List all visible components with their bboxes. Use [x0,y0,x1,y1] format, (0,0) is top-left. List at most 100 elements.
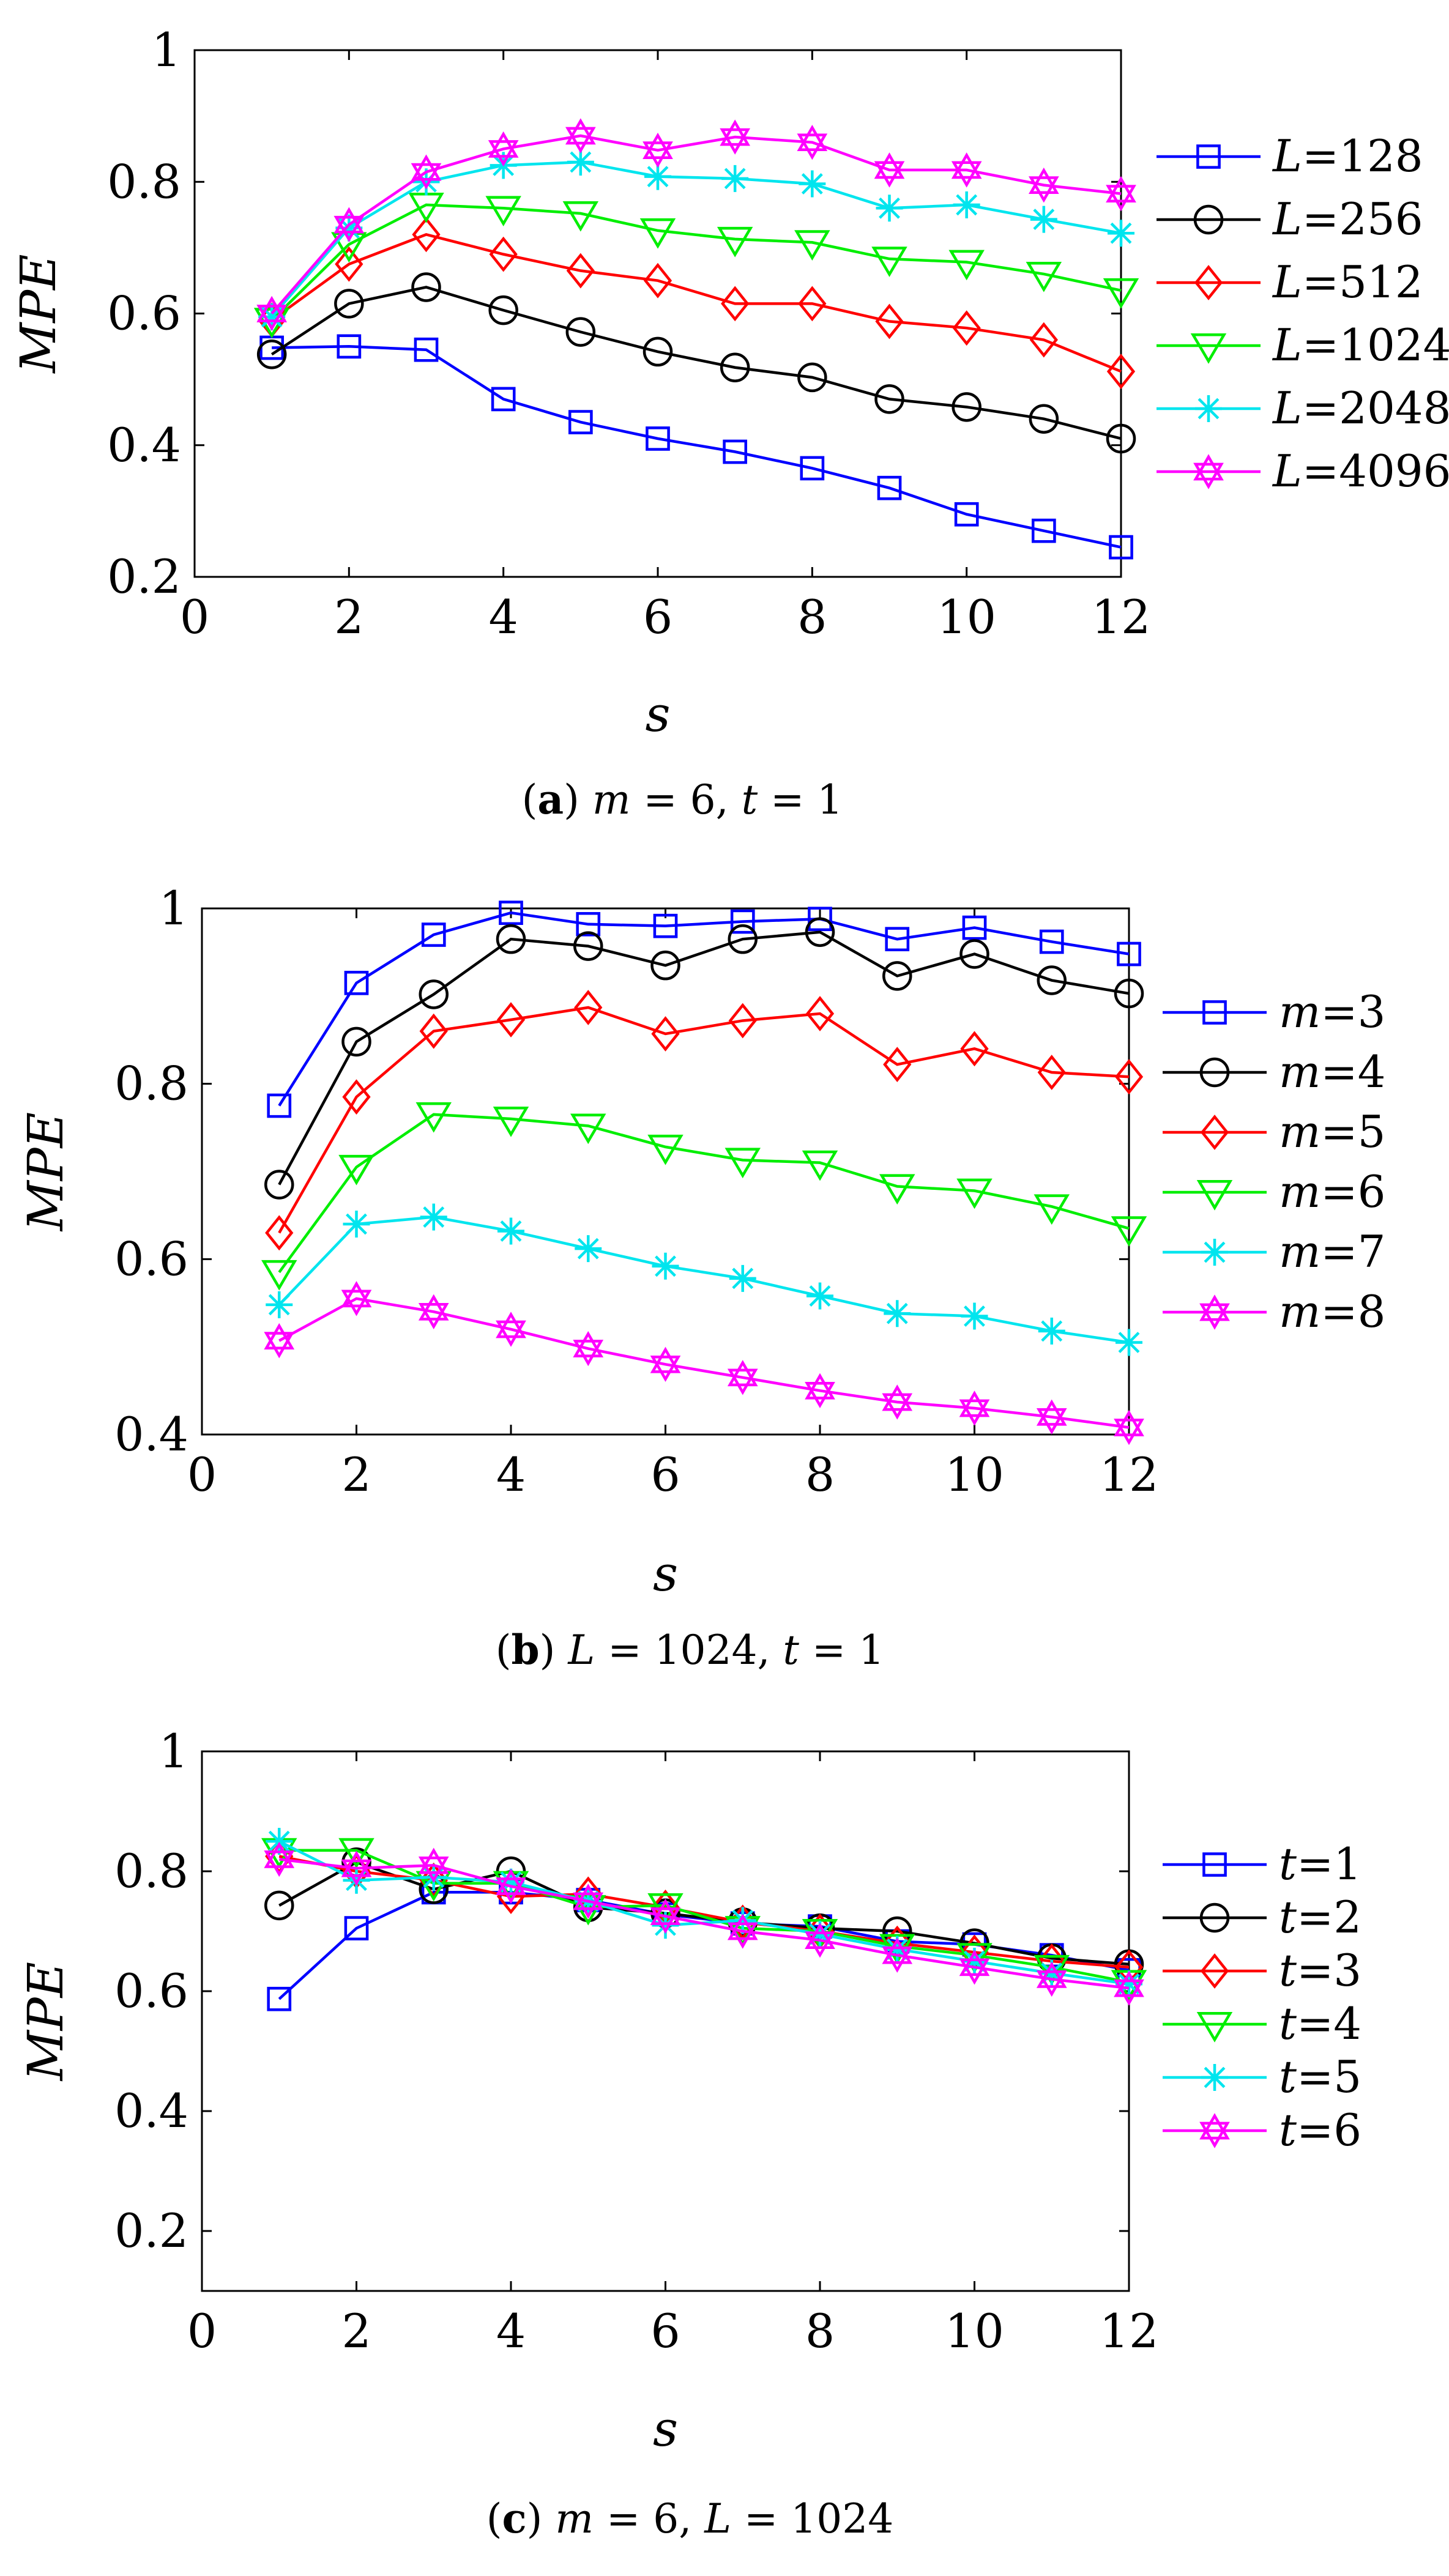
data-point [948,250,985,281]
series-m=7 [266,1203,1142,1356]
data-point [411,272,441,302]
data-point [962,915,987,940]
data-point-b [727,1368,758,1395]
data-point [961,1948,988,1975]
data-point [956,1943,993,1973]
x-tick-label: 10 [937,590,996,644]
chart-panel-c: 0 2 4 6 8 10 120.20.40.60.81sMPEt=1t=2t=3t=4t=… [17,1724,1361,2542]
data-point-b [720,128,751,155]
series-line [278,1297,1130,1429]
data-point [335,214,363,242]
data-point-b [1036,1970,1067,1997]
legend-entry: t=6 [1163,2104,1361,2156]
data-point [418,1294,449,1321]
data-point [877,475,902,500]
chart-panel-a: 0 2 4 6 8 10 12 0.2 0.4 0.6 0.8 1 s MPE L=128 L=256 L=51… [10,23,1449,823]
data-point [650,950,680,981]
legend-label: L=2048 [1272,382,1449,434]
data-point [727,1360,758,1387]
data-point [496,1312,526,1338]
legend-marker [1196,144,1221,169]
legend-entry: L=2048 [1157,382,1449,434]
data-point [1117,941,1141,967]
data-point [419,1862,448,1898]
data-point [333,207,365,234]
legend-label: t=1 [1279,1838,1361,1890]
x-tick-label: 2 [341,1447,371,1502]
data-point [1106,423,1136,454]
x-axis-label: s [653,2400,678,2457]
panel-caption: (a) m = 6, t = 1 [522,776,843,823]
data-point [338,1838,374,1869]
legend-label: L=512 [1272,256,1423,308]
data-point [415,1102,452,1133]
y-tick-label: 0.8 [107,154,181,209]
legend-label: m=3 [1279,986,1385,1037]
legend-label: L=4096 [1272,445,1449,497]
data-point [799,170,826,198]
series-line [278,1113,1130,1274]
series-line [270,232,1122,373]
data-point [882,1384,913,1411]
data-point [1034,1954,1070,1986]
data-point [412,217,441,253]
legend-entry: t=4 [1163,1998,1361,2049]
y-tick-label: 1 [152,23,181,77]
data-point [570,1113,606,1145]
x-tick-label: 0 [180,590,209,644]
legend-entry: L=4096 [1157,445,1449,497]
data-point [720,352,750,383]
x-axis-label: s [653,1545,678,1602]
data-point [491,387,516,412]
data-point [1037,1055,1066,1090]
y-tick-label: 0.6 [114,1231,188,1286]
data-point [411,154,442,181]
legend-entry: m=3 [1163,986,1385,1037]
data-point [488,295,518,325]
data-point [959,1950,990,1977]
data-point [882,961,912,991]
legend-label: m=8 [1279,1286,1385,1337]
data-point-b [1036,1408,1067,1435]
data-point [341,1026,371,1057]
data-point-b [797,133,828,160]
data-point [805,1373,835,1400]
data-point [794,230,830,261]
data-point [643,262,672,299]
data-point-b [805,1381,835,1409]
data-point [1037,965,1067,995]
data-point-b [496,1877,526,1904]
legend-entry: L=1024 [1157,319,1449,371]
data-point [264,1170,294,1200]
legend-marker [1190,333,1227,364]
data-point [647,1134,684,1165]
data-point [802,1150,838,1181]
legend-marker [1202,1852,1227,1877]
data-point-b [951,161,982,188]
data-point-b [256,305,288,332]
data-point [267,1093,292,1118]
data-point-b [727,1922,758,1949]
data-point-b [959,1958,990,1985]
data-point-b [805,1931,835,1958]
data-point [1026,261,1062,292]
series-L=1024 [253,192,1139,339]
data-point [1028,167,1059,194]
data-point-b [411,163,442,190]
legend-entry: L=256 [1157,193,1423,245]
x-tick-label: 12 [1100,2304,1159,2358]
data-point-b [1114,1979,1144,2006]
data-point [883,1047,912,1083]
y-tick-label: 0.4 [114,2084,188,2138]
data-point [797,124,828,152]
legend-marker [1199,1294,1230,1321]
data-point [267,1986,292,2011]
legend-label: t=2 [1279,1891,1361,1943]
data-point [496,1002,526,1037]
y-tick-label: 0.4 [114,1407,188,1461]
data-point-b [333,215,365,242]
series-line [270,203,1122,321]
data-point [341,1281,372,1308]
legend-marker [1195,395,1222,422]
legend-entry: m=5 [1163,1106,1385,1157]
